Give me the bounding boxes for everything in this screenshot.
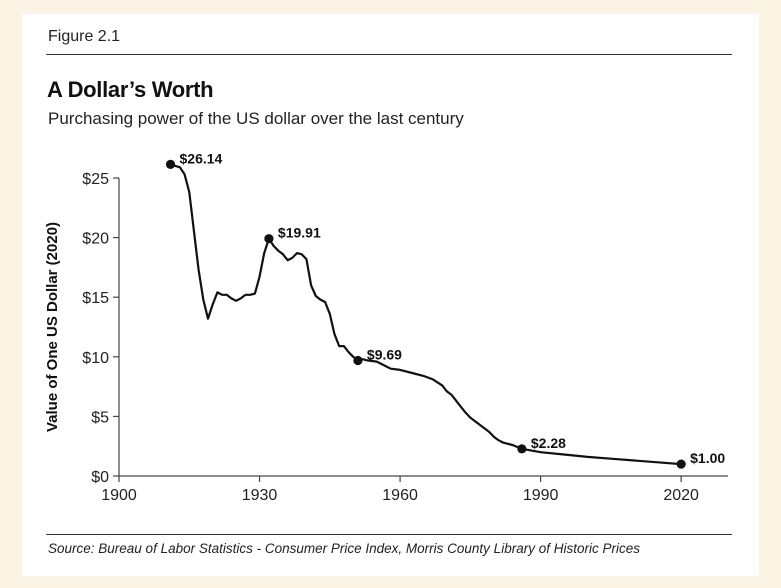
source-note: Source: Bureau of Labor Statistics - Con…	[48, 541, 640, 556]
annotation-dot	[264, 234, 274, 244]
chart-title: A Dollar’s Worth	[47, 77, 214, 102]
annotation-label: $9.69	[367, 346, 402, 362]
x-tick-label: 1990	[523, 487, 559, 504]
y-axis-title: Value of One US Dollar (2020)	[44, 222, 61, 432]
figure-label: Figure 2.1	[48, 28, 121, 45]
x-tick-label: 2020	[663, 487, 699, 504]
annotation-dot	[517, 444, 527, 454]
top-divider	[46, 54, 732, 55]
annotation-dot	[165, 159, 176, 170]
bottom-divider	[46, 534, 732, 535]
y-tick-label: $20	[82, 231, 109, 248]
y-tick-label: $0	[91, 469, 109, 486]
y-tick-label: $10	[82, 350, 109, 367]
annotation-label: $2.28	[531, 435, 566, 451]
series-line	[169, 163, 683, 466]
annotation-dot	[353, 355, 363, 366]
y-tick-label: $15	[82, 290, 109, 307]
annotation-dot	[676, 459, 686, 469]
annotation-label: $1.00	[690, 450, 725, 466]
y-tick-label: $25	[82, 171, 109, 188]
y-tick-label: $5	[91, 409, 109, 426]
chart-subtitle: Purchasing power of the US dollar over t…	[48, 109, 464, 128]
annotation-label: $26.14	[180, 150, 223, 166]
x-tick-label: 1900	[101, 487, 137, 504]
annotation-label: $19.91	[278, 225, 321, 241]
figure-card: Figure 2.1 A Dollar’s Worth Purchasing p…	[22, 14, 759, 576]
x-tick-label: 1960	[382, 487, 418, 504]
x-tick-label: 1930	[242, 487, 278, 504]
